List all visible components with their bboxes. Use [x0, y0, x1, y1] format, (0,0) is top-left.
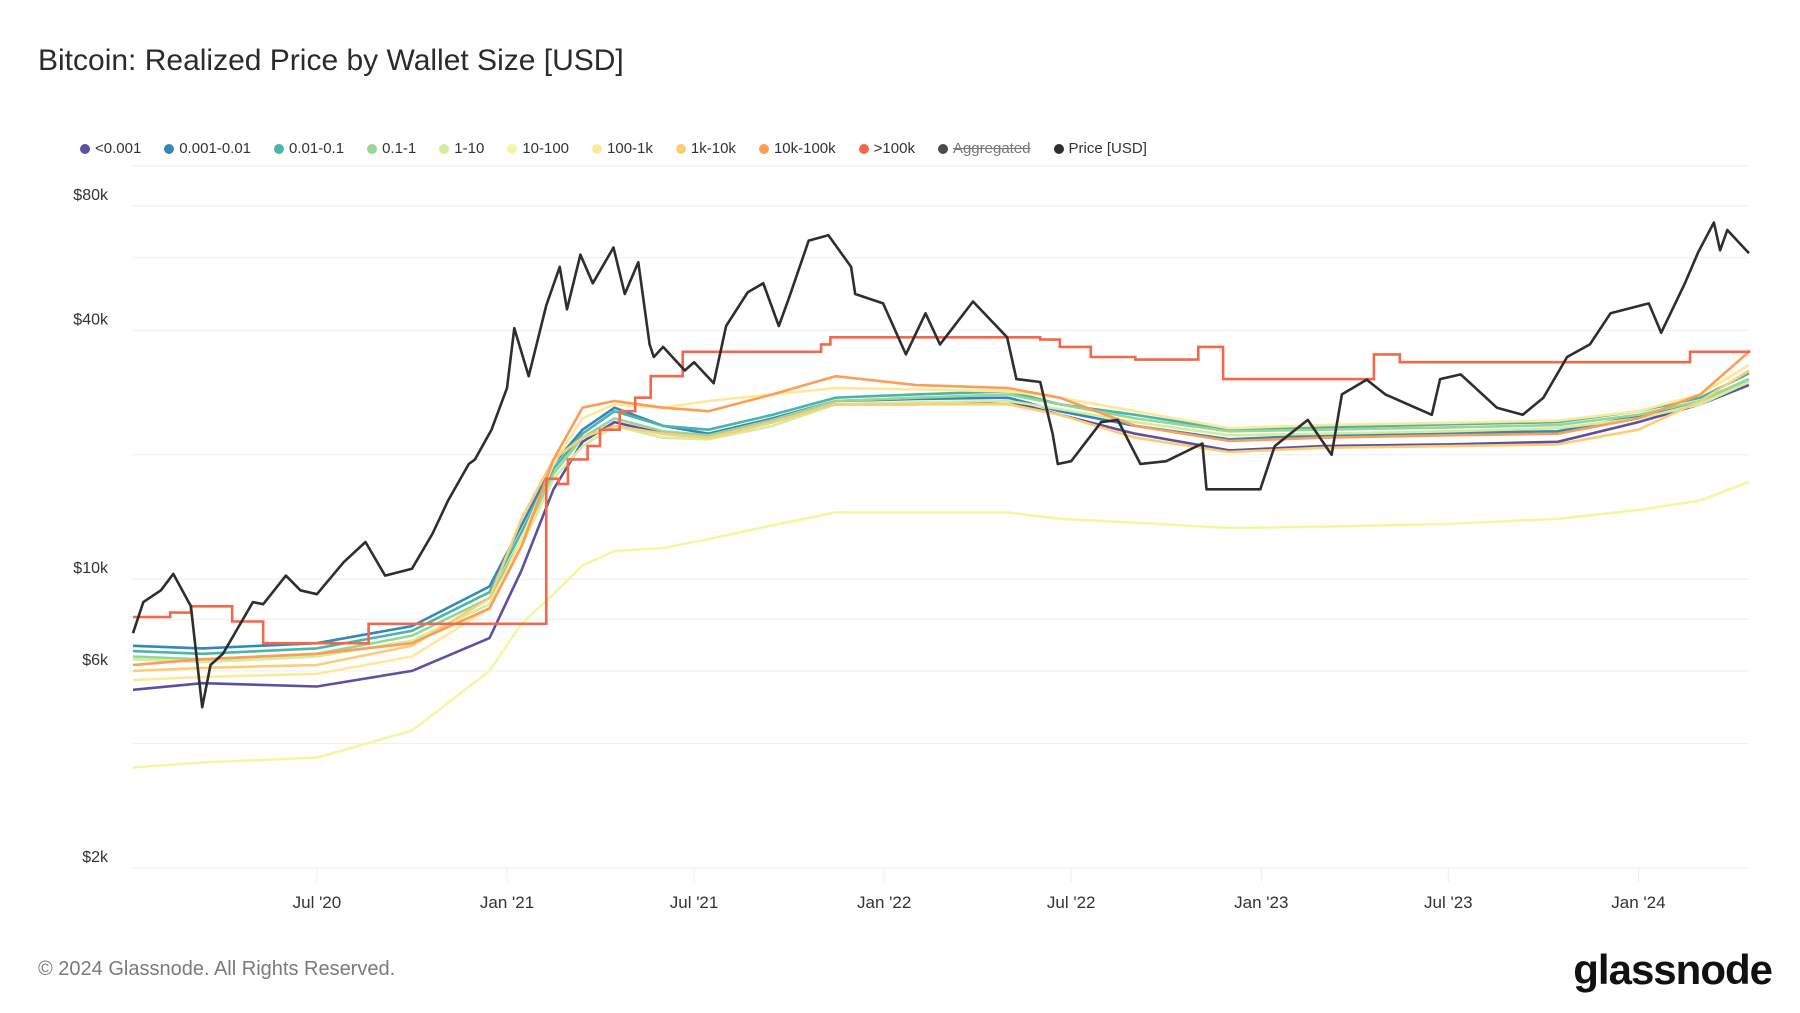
legend-dot-icon: [592, 143, 603, 154]
y-tick-label: $40k: [73, 311, 109, 328]
series-line-0.01-0.1: [132, 372, 1750, 656]
legend-label: Aggregated: [952, 140, 1031, 157]
x-tick-label: Jul '21: [670, 893, 719, 912]
series-line-over-100k: [133, 335, 1751, 645]
y-tick-label: $2k: [82, 849, 109, 866]
legend-dot-icon: [858, 143, 869, 154]
legend-label: 10-100: [522, 140, 570, 157]
series-line-price: [131, 221, 1750, 709]
legend-item[interactable]: 0.1-1: [367, 140, 416, 157]
legend-dot-icon: [80, 143, 90, 154]
x-tick-label: Jan '21: [480, 893, 534, 912]
legend-dot-icon: [507, 143, 518, 154]
legend-dot-icon: [758, 143, 769, 154]
legend: <0.001 0.001-0.01 0.01-0.1 0.1-1 1-10 10-100 1…: [80, 140, 1170, 157]
legend-label: 0.01-0.1: [289, 140, 345, 157]
legend-item[interactable]: 100-1k: [592, 140, 653, 157]
x-tick-label: Jul '20: [293, 893, 342, 912]
x-tick-label: Jul '23: [1424, 893, 1473, 912]
legend-item[interactable]: Price [USD]: [1053, 140, 1147, 157]
series-line-10-100: [132, 480, 1750, 769]
y-tick-label: $80k: [73, 187, 109, 204]
legend-item[interactable]: 10-100: [507, 140, 569, 157]
legend-item[interactable]: 0.001-0.01: [164, 140, 251, 157]
legend-label: Price [USD]: [1068, 140, 1147, 157]
legend-label: 10k-100k: [773, 140, 836, 157]
y-tick-label: $10k: [73, 560, 109, 577]
legend-item[interactable]: 1k-10k: [675, 140, 736, 157]
copyright-text: © 2024 Glassnode. All Rights Reserved.: [38, 958, 396, 980]
x-tick-label: Jan '24: [1611, 893, 1665, 912]
legend-dot-icon: [675, 143, 686, 154]
legend-item[interactable]: 1-10: [439, 140, 484, 157]
legend-item[interactable]: 10k-100k: [758, 140, 836, 157]
legend-label: >100k: [873, 140, 915, 157]
y-tick-label: $6k: [82, 652, 109, 669]
legend-item[interactable]: 0.01-0.1: [274, 140, 344, 157]
legend-label: 0.1-1: [382, 140, 417, 157]
series-line-0.1-1: [132, 377, 1750, 661]
series-line-1-10: [132, 380, 1750, 664]
chart-title: Bitcoin: Realized Price by Wallet Size […: [38, 44, 624, 77]
legend-label: <0.001: [95, 140, 142, 157]
legend-dot-icon: [367, 143, 378, 154]
series-line-100-1k: [132, 363, 1750, 682]
x-tick-label: Jul '22: [1047, 893, 1096, 912]
legend-dot-icon: [937, 143, 948, 154]
legend-dot-icon: [439, 143, 450, 154]
x-tick-label: Jan '23: [1234, 893, 1288, 912]
legend-label: 100-1k: [607, 140, 653, 157]
legend-dot-icon: [164, 143, 175, 154]
series-line-1k-10k: [132, 369, 1750, 673]
legend-item[interactable]: Aggregated: [937, 140, 1031, 157]
legend-item[interactable]: >100k: [858, 140, 915, 157]
glassnode-logo: glassnode: [1573, 946, 1773, 993]
legend-label: 0.001-0.01: [179, 140, 252, 157]
series-line-10k-100k: [132, 350, 1750, 667]
legend-item[interactable]: <0.001: [80, 140, 141, 157]
legend-label: 1-10: [454, 140, 485, 157]
legend-dot-icon: [274, 143, 285, 154]
x-tick-label: Jan '22: [857, 893, 911, 912]
legend-dot-icon: [1053, 143, 1064, 154]
legend-label: 1k-10k: [690, 140, 736, 157]
